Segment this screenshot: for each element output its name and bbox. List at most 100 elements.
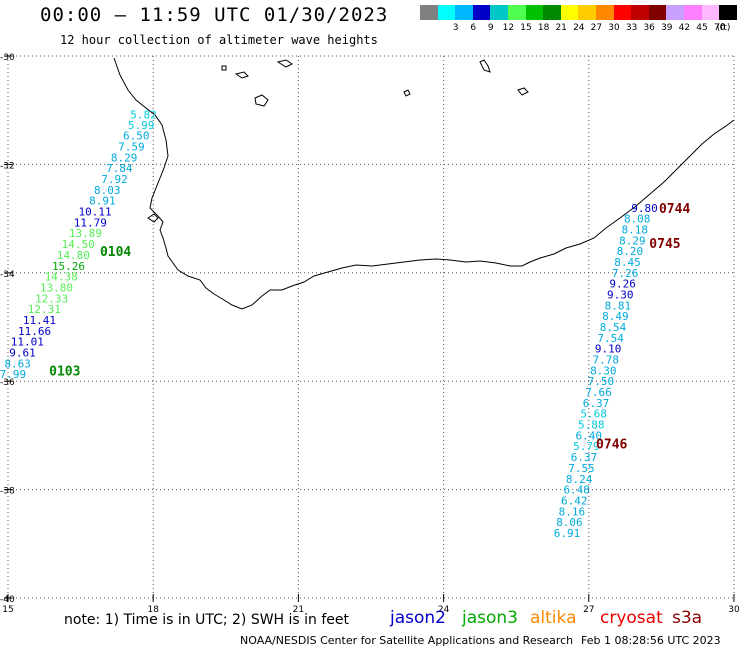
lon-tick-label: 24 — [438, 605, 450, 615]
coastline-islet — [276, 59, 293, 68]
wave-height-point: 8.24 — [566, 473, 593, 486]
wave-height-point: 8.18 — [622, 223, 649, 236]
coastline-islet — [221, 65, 227, 71]
lat-tick-label: -40 — [0, 595, 15, 605]
legend-swatch — [472, 5, 491, 20]
wave-height-point: 14.38 — [45, 271, 78, 284]
wave-height-point: 7.59 — [118, 141, 145, 154]
legend-swatch — [525, 5, 544, 20]
wave-height-point: 5.68 — [580, 408, 607, 421]
wave-height-point: 10.11 — [79, 206, 112, 219]
satellite-cryosat: cryosat — [600, 608, 663, 628]
wave-height-point: 5.88 — [578, 419, 605, 432]
wave-height-point: 7.66 — [585, 386, 612, 399]
wave-height-point: 11.41 — [23, 314, 56, 327]
wave-height-point: 6.40 — [576, 429, 603, 442]
wave-height-point: 8.49 — [602, 310, 629, 323]
wave-height-point: 7.26 — [612, 267, 639, 280]
legend-swatch — [543, 5, 562, 20]
wave-height-point: 13.80 — [40, 281, 73, 294]
legend-label: 15 — [520, 23, 532, 33]
lat-tick-label: -36 — [0, 378, 15, 388]
pass-label: 0104 — [100, 245, 131, 260]
wave-height-point: 8.29 — [111, 151, 138, 164]
wave-height-point: 9.80 — [631, 202, 658, 215]
legend-swatch — [437, 5, 456, 20]
wave-height-point: 6.91 — [554, 527, 581, 540]
wave-height-point: 14.80 — [57, 249, 90, 262]
wave-height-point: 12.33 — [35, 292, 68, 305]
pass-label: 0744 — [659, 202, 690, 217]
footer-timestamp: Feb 1 08:28:56 UTC 2023 — [581, 634, 721, 647]
wave-height-point: 8.63 — [4, 357, 31, 370]
legend-label: 12 — [502, 23, 515, 33]
legend-swatch — [666, 5, 685, 20]
wave-height-point: 7.92 — [101, 173, 128, 186]
legend-swatch — [578, 5, 597, 20]
wave-height-point: 6.48 — [563, 484, 590, 497]
wave-height-point: 15.26 — [52, 260, 85, 273]
coastline-islet — [479, 59, 491, 73]
legend-label: 6 — [470, 23, 477, 33]
legend-swatch — [648, 5, 667, 20]
wave-height-point: 8.45 — [614, 256, 641, 269]
legend-label: 36 — [643, 23, 655, 33]
coastline-path — [113, 57, 735, 310]
wave-height-point: 7.78 — [592, 354, 619, 367]
legend-label: 3 — [452, 23, 459, 33]
lon-tick-label: 27 — [583, 605, 594, 615]
coastline-islet — [254, 94, 269, 107]
wave-height-point: 8.91 — [89, 195, 116, 208]
legend-label: 27 — [590, 23, 603, 33]
legend-unit: (ft) — [716, 23, 731, 33]
wave-height-point: 6.42 — [561, 494, 588, 507]
coastline-islet — [234, 71, 249, 79]
pass-label: 0745 — [649, 237, 680, 252]
wave-height-point: 7.54 — [597, 332, 624, 345]
lat-tick-label: -32 — [0, 161, 15, 171]
legend-swatch — [455, 5, 474, 20]
wave-height-point: 9.26 — [609, 278, 636, 291]
lat-tick-label: -30 — [0, 53, 15, 63]
legend-label: 42 — [678, 23, 691, 33]
wave-height-point: 7.84 — [106, 162, 133, 175]
wave-height-point: 6.37 — [571, 451, 598, 464]
satellite-jason3: jason3 — [462, 608, 518, 628]
legend-label: 30 — [608, 23, 620, 33]
coastline-islet — [147, 213, 159, 223]
wave-height-point: 12.31 — [28, 303, 61, 316]
legend-swatch — [420, 5, 438, 20]
lon-tick-label: 18 — [147, 605, 159, 615]
legend-swatch — [613, 5, 632, 20]
legend-swatch — [560, 5, 579, 20]
wave-height-point: 5.79 — [573, 440, 600, 453]
legend-swatch — [719, 5, 738, 20]
page-title: 00:00 – 11:59 UTC 01/30/2023 — [40, 4, 389, 26]
legend-swatch — [508, 5, 526, 20]
wave-height-point: 14.50 — [62, 238, 95, 251]
wave-height-point: 8.16 — [559, 505, 586, 518]
pass-label: 0746 — [596, 438, 627, 453]
legend-label: 45 — [696, 23, 708, 33]
wave-height-point: 7.99 — [0, 368, 26, 381]
pass-labels: 0103 0104 0744 0745 0746 — [49, 202, 690, 453]
wave-height-point: 9.30 — [607, 288, 634, 301]
wave-height-points: 5.825.996.507.598.297.847.928.038.9110.1… — [0, 109, 658, 540]
wave-height-point: 8.06 — [556, 516, 583, 529]
wave-height-point: 5.82 — [130, 109, 157, 122]
legend-label: 70 — [713, 23, 726, 33]
legend-swatch — [596, 5, 614, 20]
legend-swatch — [684, 5, 702, 20]
wave-height-point: 11.01 — [11, 336, 44, 349]
wave-height-point: 7.50 — [588, 375, 615, 388]
wave-height-point: 8.29 — [619, 234, 646, 247]
wave-height-point: 6.37 — [583, 397, 610, 410]
wave-height-point: 11.79 — [74, 216, 107, 229]
pass-label: 0103 — [49, 364, 80, 379]
wave-height-point: 8.03 — [94, 184, 121, 197]
wave-height-point: 9.61 — [9, 346, 36, 359]
lon-tick-label: 15 — [2, 605, 13, 615]
wave-height-point: 11.66 — [18, 325, 51, 338]
lat-tick-label: -34 — [0, 270, 15, 280]
